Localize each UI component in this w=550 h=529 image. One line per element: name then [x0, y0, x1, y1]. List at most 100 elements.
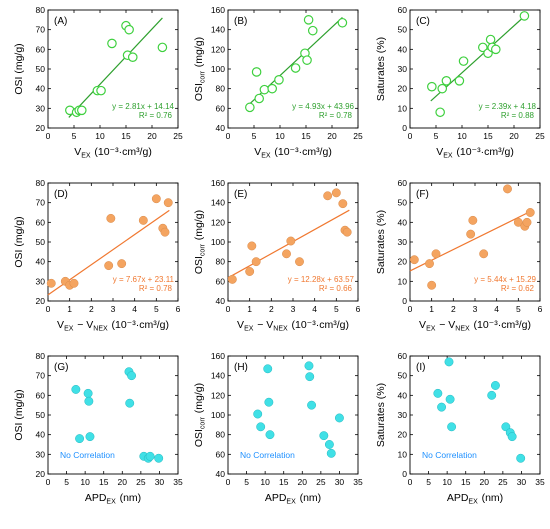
data-point: [154, 453, 164, 463]
fit-equation: y = 5.44x + 15.29: [474, 275, 536, 284]
data-point: [254, 93, 265, 104]
data-point: [75, 434, 85, 444]
y-tick-label: 80: [216, 257, 226, 267]
panel-label: (A): [54, 16, 67, 27]
y-tick-label: 160: [211, 5, 225, 15]
data-point: [437, 83, 448, 94]
y-tick-label: 40: [398, 217, 408, 227]
r-squared: R² = 0.62: [501, 284, 535, 293]
x-tick-label: 5: [154, 304, 159, 314]
y-tick-label: 50: [398, 198, 408, 208]
x-tick-label: 25: [316, 477, 326, 487]
x-tick-label: 35: [173, 477, 183, 487]
x-tick-label: 35: [353, 477, 363, 487]
y-tick-label: 30: [398, 64, 408, 74]
data-point: [71, 384, 81, 394]
fit-equation: y = 4.93x + 43.96: [292, 102, 354, 111]
data-point: [433, 388, 443, 398]
y-axis-label: OSIcorr (mg/g): [193, 383, 207, 447]
no-correlation-note: No Correlation: [60, 450, 115, 460]
data-point: [104, 261, 114, 271]
data-point: [427, 280, 437, 290]
y-tick-label: 160: [211, 351, 225, 361]
y-tick-label: 100: [211, 64, 225, 74]
x-tick-label: 2: [89, 304, 94, 314]
data-point: [513, 217, 523, 227]
data-point: [337, 17, 348, 28]
x-tick-label: 15: [301, 131, 311, 141]
x-axis-label: VEX (10⁻³·cm³/g): [74, 146, 152, 160]
y-axis-label: Saturates (%): [375, 37, 387, 101]
x-tick-label: 15: [121, 131, 131, 141]
x-axis-label: VEX (10⁻³·cm³/g): [436, 146, 514, 160]
panel-a: 0 5 10 15 20 25 20 30 40 50 60 70 80 VEX (10⁻³·cm³/g)…: [13, 5, 183, 160]
x-axis-label: APDEX (nm): [265, 492, 321, 506]
data-point: [501, 422, 511, 432]
panel-d: 0 1 2 3 4 5 6 20 30 40 50 60 70 80 VEX − VNEX (10⁻³·cm…: [13, 178, 181, 333]
data-point: [338, 199, 348, 209]
data-point: [503, 184, 512, 194]
data-point: [458, 56, 469, 66]
data-point: [124, 24, 134, 35]
x-tick-label: 0: [226, 304, 231, 314]
data-point: [447, 422, 457, 432]
x-tick-label: 35: [535, 477, 545, 487]
x-tick-label: 6: [356, 304, 361, 314]
data-point: [251, 67, 262, 77]
y-tick-label: 30: [36, 449, 46, 459]
r-squared: R² = 0.78: [319, 111, 353, 120]
y-tick-label: 40: [36, 84, 46, 94]
x-tick-label: 10: [260, 477, 270, 487]
data-point: [445, 394, 455, 404]
y-axis-label: OSI (mg/g): [13, 216, 25, 267]
x-tick-label: 5: [64, 477, 69, 487]
y-tick-label: 40: [36, 257, 46, 267]
x-tick-label: 25: [136, 477, 146, 487]
data-point: [84, 396, 94, 406]
r-squared: R² = 0.88: [501, 111, 535, 120]
data-point: [160, 227, 170, 237]
data-point: [425, 259, 434, 269]
data-point: [307, 25, 318, 36]
y-axis-label: Saturates (%): [375, 383, 387, 447]
data-point: [253, 409, 263, 419]
x-tick-label: 5: [426, 477, 431, 487]
data-point: [256, 422, 266, 432]
data-point: [106, 213, 116, 223]
no-correlation-note: No Correlation: [240, 450, 295, 460]
data-point: [267, 83, 277, 94]
y-tick-label: 40: [216, 296, 226, 306]
y-tick-label: 80: [216, 430, 226, 440]
data-point: [282, 249, 291, 259]
fit-equation: y = 12.28x + 63.57: [288, 275, 355, 284]
y-tick-label: 140: [211, 371, 225, 381]
y-tick-label: 60: [36, 44, 46, 54]
y-tick-label: 140: [211, 198, 225, 208]
y-tick-label: 20: [398, 84, 408, 94]
x-tick-label: 20: [509, 131, 519, 141]
data-point: [96, 85, 106, 96]
fit-equation: y = 2.81x + 14.14: [112, 102, 174, 111]
x-tick-label: 0: [408, 131, 413, 141]
x-axis-label: APDEX (nm): [85, 492, 141, 506]
y-tick-label: 60: [216, 103, 226, 113]
y-tick-label: 40: [398, 44, 408, 54]
x-tick-label: 0: [46, 131, 51, 141]
y-tick-label: 160: [211, 178, 225, 188]
y-tick-label: 10: [398, 103, 408, 113]
x-tick-label: 5: [72, 131, 77, 141]
x-tick-label: 1: [67, 304, 72, 314]
data-point: [323, 191, 333, 201]
y-tick-label: 0: [402, 469, 407, 479]
x-tick-label: 5: [434, 131, 439, 141]
data-point: [427, 81, 437, 92]
data-point: [303, 15, 314, 25]
x-tick-label: 15: [483, 131, 493, 141]
y-tick-label: 60: [398, 5, 408, 15]
data-point: [107, 38, 117, 49]
y-tick-label: 40: [216, 123, 226, 133]
x-tick-label: 1: [247, 304, 252, 314]
panel-label: (G): [54, 362, 68, 373]
